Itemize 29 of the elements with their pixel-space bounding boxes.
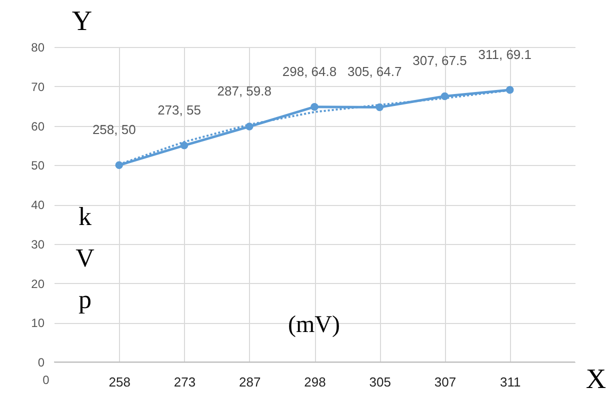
x-tick-label: 305 [369,374,391,390]
data-label: 311, 69.1 [478,46,532,62]
y-tick-label: 40 [31,198,45,212]
y-tick-label: 50 [31,158,45,173]
point [180,142,188,150]
x-tick-label: 307 [434,374,456,390]
annotation: kVp [76,202,95,314]
y-tick-label: 70 [31,80,45,94]
data-label: 307, 67.5 [412,53,467,68]
data-label: 298, 64.8 [282,64,337,79]
x-axis-title: X [586,364,606,395]
point [310,102,318,111]
data-label: 305, 64.7 [348,64,402,80]
y-tick-label: 10 [31,316,45,330]
y-tick-label: 30 [31,237,45,252]
data-label: 273, 55 [158,102,201,118]
x-tick-label: 273 [174,374,196,390]
x-tick-label: 298 [304,374,326,390]
x-tick-label: 258 [108,374,130,390]
data-label: 287, 59.8 [217,84,272,99]
y-tick-label: 0 [38,356,45,370]
y-tick-label: 20 [31,276,45,291]
annotation: (mV) [288,312,340,338]
x-tick-label: 311 [500,374,521,390]
y-tick-label: 60 [31,119,45,134]
x-tick-label: 287 [239,374,261,390]
data-label: 258, 50 [92,122,136,138]
y-axis-title: Y [72,6,92,37]
y-tick-label: 80 [31,40,45,54]
